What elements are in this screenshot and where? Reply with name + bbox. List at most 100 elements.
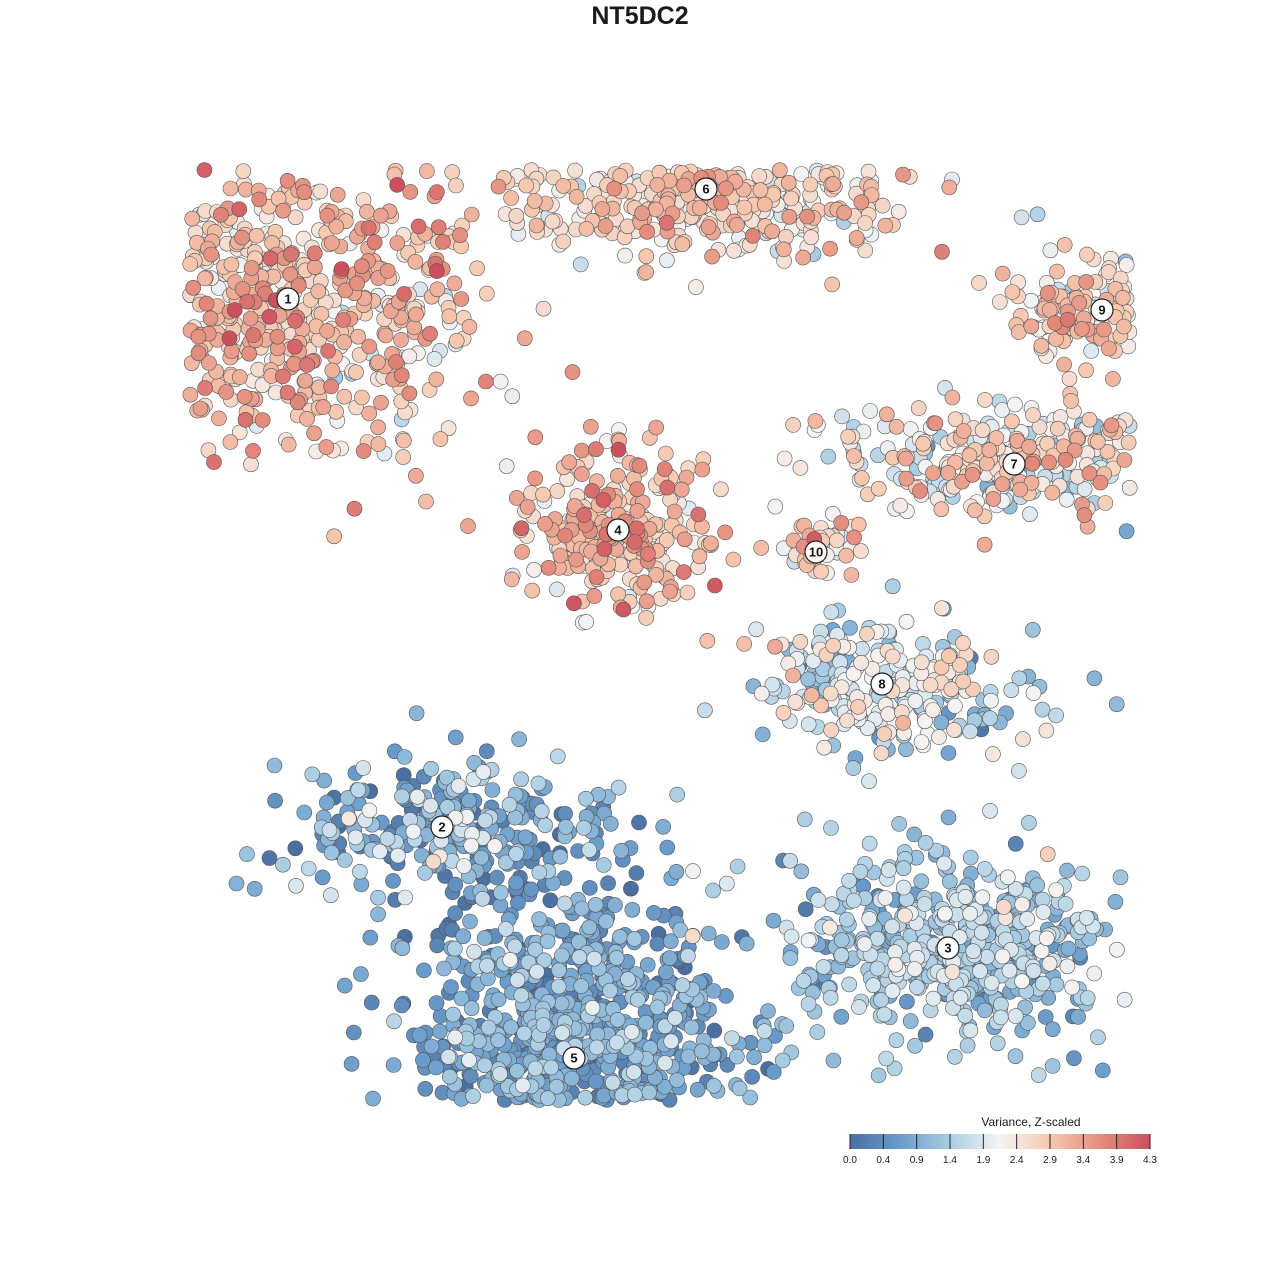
cell-point xyxy=(957,889,974,905)
cell-point xyxy=(690,506,707,523)
cell-point xyxy=(335,312,351,328)
cell-point xyxy=(663,1033,680,1050)
cell-point xyxy=(461,1052,477,1068)
cell-point xyxy=(962,723,979,740)
cell-point xyxy=(360,220,377,236)
colorbar-tick-label: 2.4 xyxy=(1010,1155,1024,1166)
cell-point xyxy=(631,457,648,474)
cell-point xyxy=(845,665,862,682)
cell-point xyxy=(1063,393,1079,409)
cell-point xyxy=(557,805,573,822)
cell-point xyxy=(649,999,666,1016)
cell-point xyxy=(431,1023,448,1040)
cell-point xyxy=(602,815,619,832)
cell-point xyxy=(182,256,198,272)
cell-point xyxy=(713,481,729,498)
cell-point xyxy=(422,797,439,814)
cell-point xyxy=(242,310,259,327)
cell-point xyxy=(581,842,598,858)
cell-point xyxy=(524,582,541,599)
cell-point xyxy=(423,760,439,777)
cell-point xyxy=(823,820,839,836)
cell-point xyxy=(355,760,372,776)
cell-point xyxy=(388,354,404,370)
cell-point xyxy=(719,875,735,892)
cluster-label-badge xyxy=(1002,452,1026,476)
cell-point xyxy=(306,245,323,262)
cell-point xyxy=(1040,285,1056,301)
cell-point xyxy=(765,912,782,929)
cell-point xyxy=(961,447,978,464)
cluster-label-text: 3 xyxy=(944,941,951,956)
cell-point xyxy=(865,977,882,994)
cell-point xyxy=(320,343,336,359)
cluster-label-badge xyxy=(936,936,960,960)
cell-point xyxy=(492,373,509,390)
cell-point xyxy=(813,697,829,714)
cell-point xyxy=(462,1068,479,1085)
cell-point xyxy=(669,1072,685,1089)
cell-point xyxy=(370,906,386,923)
cell-point xyxy=(991,294,1008,310)
cell-point xyxy=(452,227,468,243)
cell-point xyxy=(393,332,409,348)
cluster-label-text: 8 xyxy=(878,677,885,692)
cell-point xyxy=(898,613,915,630)
cell-point xyxy=(955,635,971,651)
cell-point xyxy=(473,849,490,866)
cell-point xyxy=(262,250,279,267)
cell-point xyxy=(1042,242,1059,259)
cell-point xyxy=(350,328,366,345)
cell-point xyxy=(628,520,645,537)
cell-point xyxy=(190,345,207,362)
cell-point xyxy=(275,856,291,873)
cell-point xyxy=(475,764,492,780)
cell-point xyxy=(372,207,389,224)
cell-point xyxy=(674,236,691,252)
cell-point xyxy=(578,614,595,630)
cell-point xyxy=(337,852,353,868)
cell-point xyxy=(846,448,862,464)
cell-point xyxy=(748,621,765,638)
cell-point xyxy=(906,961,923,977)
cell-point xyxy=(519,499,536,515)
cell-point xyxy=(988,430,1005,446)
cell-point xyxy=(906,826,923,843)
cell-point xyxy=(539,933,556,950)
cell-point xyxy=(638,1014,654,1031)
cell-point xyxy=(535,486,551,503)
cell-point xyxy=(349,275,365,292)
cell-point xyxy=(689,1081,706,1098)
cell-point xyxy=(756,1037,773,1054)
cell-point xyxy=(1007,835,1024,852)
cell-point xyxy=(898,450,914,467)
cluster-label-8: 8 xyxy=(870,672,894,696)
cell-point xyxy=(629,991,646,1008)
cell-point xyxy=(765,1064,782,1080)
cell-point xyxy=(1021,814,1037,831)
cell-point xyxy=(845,892,862,909)
cluster-label-1: 1 xyxy=(276,287,300,311)
cell-point xyxy=(542,892,559,909)
cell-point xyxy=(429,937,445,954)
cell-point xyxy=(884,918,900,935)
cell-point xyxy=(876,726,893,742)
cell-point xyxy=(623,880,639,897)
cell-point xyxy=(985,746,1001,762)
cell-point xyxy=(280,436,297,453)
cell-point xyxy=(227,302,243,318)
cell-point xyxy=(861,773,877,790)
cell-point xyxy=(1056,237,1073,253)
cell-point xyxy=(296,804,313,821)
cell-point xyxy=(450,778,467,794)
cell-point xyxy=(628,865,645,881)
cell-point xyxy=(478,1077,495,1094)
cell-point xyxy=(463,837,480,854)
cell-point xyxy=(878,406,895,423)
cell-point xyxy=(972,963,988,979)
cell-point xyxy=(1056,356,1072,373)
cell-point xyxy=(333,261,350,277)
cell-point xyxy=(366,234,383,250)
cell-point xyxy=(944,964,961,980)
cell-point xyxy=(626,931,643,947)
